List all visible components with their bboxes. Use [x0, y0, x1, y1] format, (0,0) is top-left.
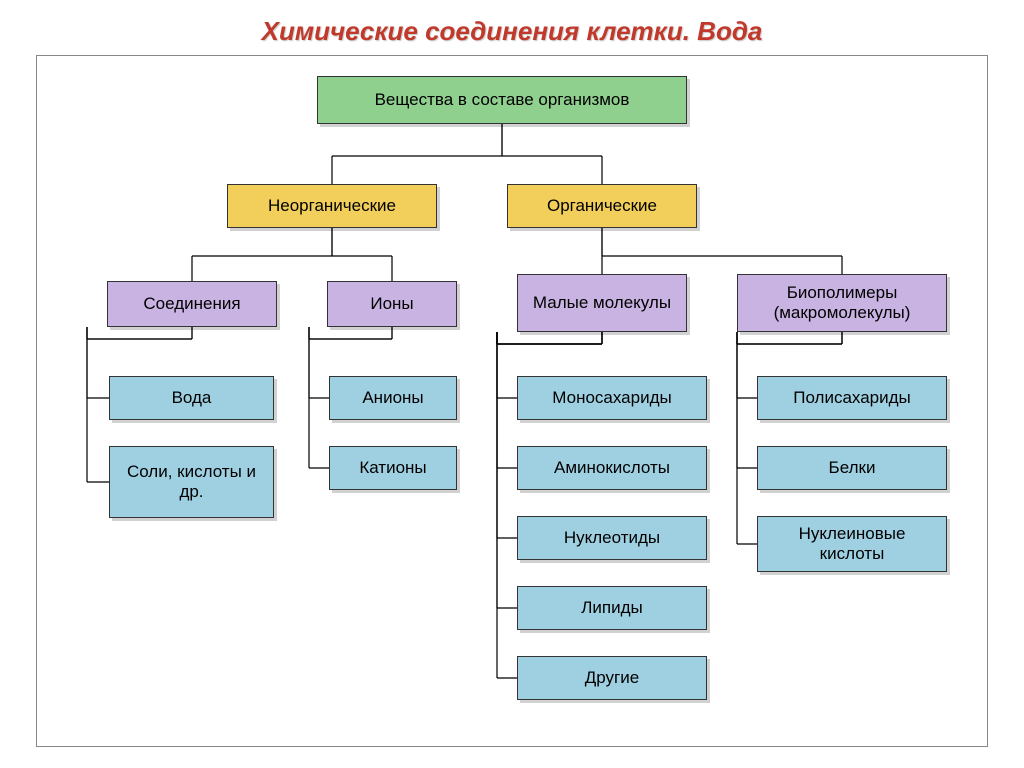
node-cations: Катионы	[329, 446, 457, 490]
node-proteins: Белки	[757, 446, 947, 490]
page-title: Химические соединения клетки. Вода	[0, 0, 1024, 55]
diagram-frame: Вещества в составе организмов Неорганиче…	[36, 55, 988, 747]
node-compounds: Соединения	[107, 281, 277, 327]
node-small-mol: Малые молекулы	[517, 274, 687, 332]
node-biopolymers: Биополимеры (макромолекулы)	[737, 274, 947, 332]
node-salts: Соли, кислоты и др.	[109, 446, 274, 518]
node-monosacch: Моносахариды	[517, 376, 707, 420]
node-anions: Анионы	[329, 376, 457, 420]
node-nucleotides: Нуклеотиды	[517, 516, 707, 560]
node-polysacch: Полисахариды	[757, 376, 947, 420]
node-root: Вещества в составе организмов	[317, 76, 687, 124]
node-others: Другие	[517, 656, 707, 700]
node-amino: Аминокислоты	[517, 446, 707, 490]
node-organic: Органические	[507, 184, 697, 228]
node-inorganic: Неорганические	[227, 184, 437, 228]
node-water: Вода	[109, 376, 274, 420]
node-ions: Ионы	[327, 281, 457, 327]
node-lipids: Липиды	[517, 586, 707, 630]
node-nucleic-acids: Нуклеиновые кислоты	[757, 516, 947, 572]
